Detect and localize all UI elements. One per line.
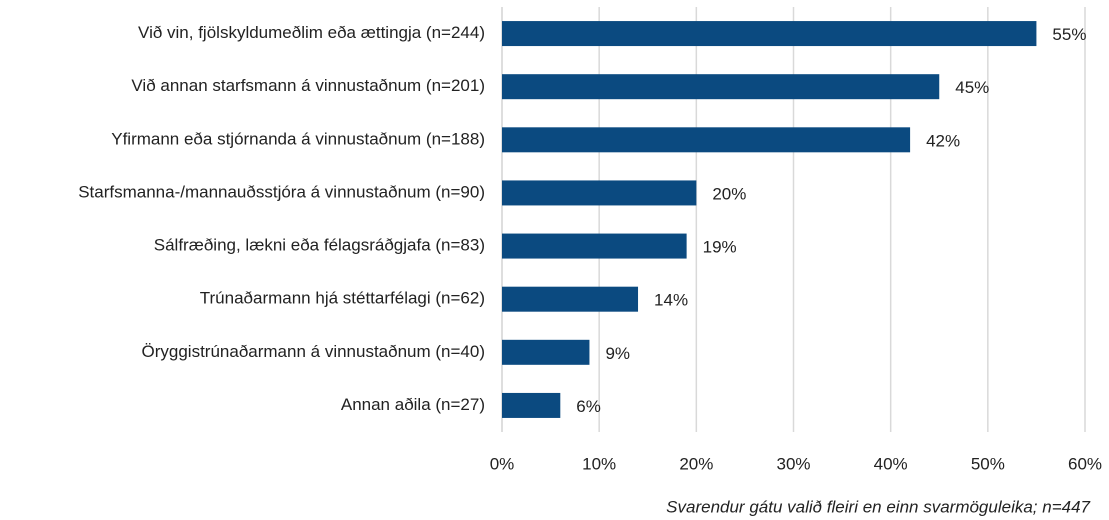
data-label: 20% [712,184,746,203]
bar [502,233,687,259]
x-tick-label: 50% [971,454,1005,473]
bar [502,392,561,418]
data-label: 19% [703,238,737,257]
data-label: 6% [576,397,601,416]
data-label: 14% [654,291,688,310]
bar [502,339,590,365]
bar [502,21,1037,47]
x-tick-label: 20% [679,454,713,473]
y-tick-label: Trúnaðarmann hjá stéttarfélagi (n=62) [200,289,485,308]
y-tick-label: Starfsmanna-/mannauðsstjóra á vinnustaðn… [78,182,485,201]
bar [502,180,697,206]
x-tick-label: 0% [490,454,515,473]
footnote: Svarendur gátu valið fleiri en einn svar… [666,497,1090,516]
y-tick-label: Annan aðila (n=27) [341,395,485,414]
y-tick-label: Við annan starfsmann á vinnustaðnum (n=2… [131,76,485,95]
x-tick-label: 40% [874,454,908,473]
y-tick-label: Öryggistrúnaðarmann á vinnustaðnum (n=40… [142,342,486,361]
x-tick-label: 60% [1068,454,1102,473]
y-tick-label: Yfirmann eða stjórnanda á vinnustaðnum (… [111,129,485,148]
y-tick-label: Við vin, fjölskyldumeðlim eða ættingja (… [138,23,485,42]
bar [502,127,911,153]
data-label: 9% [605,344,630,363]
x-tick-label: 30% [776,454,810,473]
data-label: 42% [926,131,960,150]
x-tick-label: 10% [582,454,616,473]
bar [502,286,639,312]
bar [502,74,940,100]
data-label: 55% [1052,25,1086,44]
y-tick-label: Sálfræðing, lækni eða félagsráðgjafa (n=… [154,236,485,255]
data-label: 45% [955,78,989,97]
